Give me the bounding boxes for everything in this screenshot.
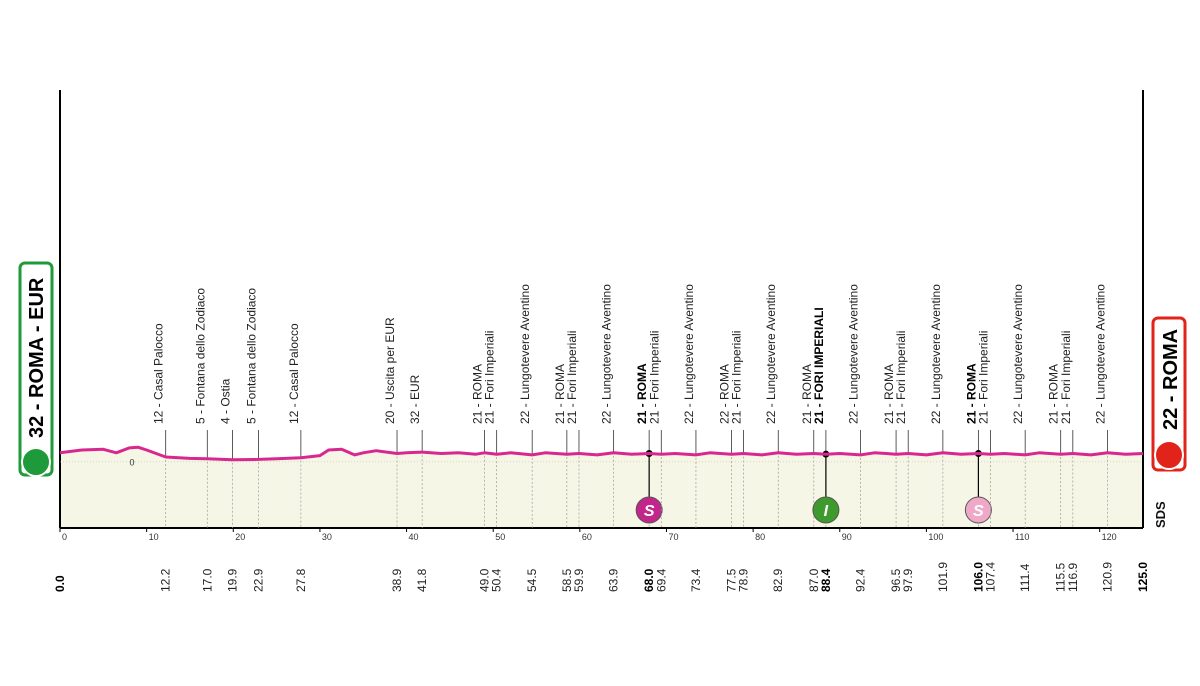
x-tick-label: 120: [1102, 532, 1117, 542]
sprint-label: I: [824, 503, 829, 520]
x-tick-label: 30: [322, 532, 332, 542]
waypoint-label: 21 - Fori Imperiali: [483, 331, 497, 424]
km-label: 59.9: [572, 568, 586, 592]
km-label: 92.4: [854, 568, 868, 592]
km-label: 12.2: [159, 568, 173, 592]
km-label: 87.0: [807, 568, 821, 592]
x-tick-label: 20: [235, 532, 245, 542]
km-label: 116.9: [1066, 563, 1080, 592]
waypoint-label: 4 - Ostia: [218, 378, 232, 424]
waypoint-label: 21 - ROMA: [882, 364, 896, 424]
sprint-marker: [635, 496, 663, 524]
chart-layer: 0 0 10 20 30 40 50 60 70 80 90 100 110 120 12 - Casal …: [18, 90, 1187, 592]
waypoint-label: 22 - Lungotevere Aventino: [764, 284, 778, 424]
waypoint-label: 22 - Lungotevere Aventino: [518, 284, 532, 424]
start-label: 32 - ROMA - EUR: [26, 277, 48, 438]
waypoint-label: 21 - Fori Imperiali: [565, 331, 579, 424]
km-label: 96.5: [889, 568, 903, 592]
x-tick-label: 40: [409, 532, 419, 542]
km-label: 101.9: [936, 562, 950, 592]
waypoint-label: 22 - Lungotevere Aventino: [929, 284, 943, 424]
waypoint-label: 21 - ROMA: [635, 363, 649, 424]
waypoint-label: 22 - Lungotevere Aventino: [1011, 284, 1025, 424]
waypoint-label: 5 - Fontana dello Zodiaco: [244, 288, 258, 424]
km-label: 50.4: [490, 568, 504, 592]
waypoint-label: 21 - Fori Imperiali: [894, 331, 908, 424]
start-icon: [21, 447, 51, 477]
km-label: 97.9: [901, 568, 915, 592]
sprint-label: S: [644, 503, 655, 520]
waypoint-label: 21 - Fori Imperiali: [730, 331, 744, 424]
km-label: 22.9: [251, 568, 265, 592]
waypoint-label: 12 - Casal Palocco: [152, 323, 166, 424]
waypoint-label: 21 - Fori Imperiali: [647, 331, 661, 424]
km-label: 27.8: [294, 568, 308, 592]
km-label: 19.9: [225, 568, 239, 592]
km-label: 17.0: [200, 568, 214, 592]
finish-label: 22 - ROMA: [1160, 329, 1182, 430]
waypoint-label: 32 - EUR: [408, 374, 422, 424]
waypoint-label: 22 - Lungotevere Aventino: [682, 284, 696, 424]
waypoint-label: 22 - Lungotevere Aventino: [1093, 284, 1107, 424]
km-label: 78.9: [737, 568, 751, 592]
km-label: 0.0: [53, 575, 67, 592]
km-label: 54.5: [525, 568, 539, 592]
waypoint-label: 21 - ROMA: [800, 364, 814, 424]
profile-line: [59, 445, 1144, 462]
waypoint-label: 21 - FORI IMPERIALI: [812, 307, 826, 424]
x-tick-label: 80: [755, 532, 765, 542]
x-tick-label: 110: [1015, 532, 1029, 542]
x-tick-label: 60: [582, 532, 592, 542]
km-label: 68.0: [642, 568, 656, 592]
sprint-label: S: [973, 503, 984, 520]
logo: SDS: [1153, 501, 1168, 528]
km-label: 120.9: [1100, 562, 1114, 592]
km-label: 111.4: [1018, 563, 1032, 592]
km-label: 115.5: [1054, 563, 1068, 592]
fill-layer: [60, 447, 1143, 528]
waypoint-label: 21 - ROMA: [1047, 364, 1061, 424]
km-label: 49.0: [478, 568, 492, 592]
x-tick-label: 50: [495, 532, 505, 542]
finish-icon: [1154, 440, 1184, 470]
km-label: 77.5: [724, 568, 738, 592]
x-tick-label: 100: [928, 532, 943, 542]
km-label: 38.9: [390, 568, 404, 592]
km-label: 73.4: [689, 568, 703, 592]
x-tick-label: 70: [668, 532, 678, 542]
profile-area: [60, 447, 1143, 528]
waypoint-label: 21 - ROMA: [964, 363, 978, 424]
km-label: 69.4: [654, 568, 668, 592]
waypoint-label: 21 - Fori Imperiali: [977, 331, 991, 424]
waypoint-label: 12 - Casal Palocco: [287, 323, 301, 424]
km-label: 63.9: [607, 568, 621, 592]
km-label: 106.0: [971, 562, 985, 592]
waypoint-label: 21 - Fori Imperiali: [1059, 331, 1073, 424]
waypoint-label: 22 - Lungotevere Aventino: [600, 284, 614, 424]
waypoint-label: 5 - Fontana dello Zodiaco: [193, 288, 207, 424]
km-label: 107.4: [984, 562, 998, 592]
waypoint-label: 21 - ROMA: [471, 364, 485, 424]
y-tick-label: 0: [129, 457, 134, 467]
km-label: 41.8: [415, 568, 429, 592]
km-label: 82.9: [771, 568, 785, 592]
x-tick-label: 0: [62, 532, 67, 542]
waypoint-label: 22 - ROMA: [717, 364, 731, 424]
sprint-marker: [812, 496, 840, 524]
km-label: 88.4: [819, 568, 833, 592]
km-label: 58.5: [560, 568, 574, 592]
km-label: 125.0: [1136, 562, 1150, 592]
waypoint-label: 22 - Lungotevere Aventino: [847, 284, 861, 424]
x-tick-label: 10: [149, 532, 159, 542]
waypoint-label: 21 - ROMA: [553, 364, 567, 424]
waypoint-label: 20 - Uscita per EUR: [383, 317, 397, 424]
x-tick-label: 90: [842, 532, 852, 542]
sprint-marker: [964, 496, 992, 524]
